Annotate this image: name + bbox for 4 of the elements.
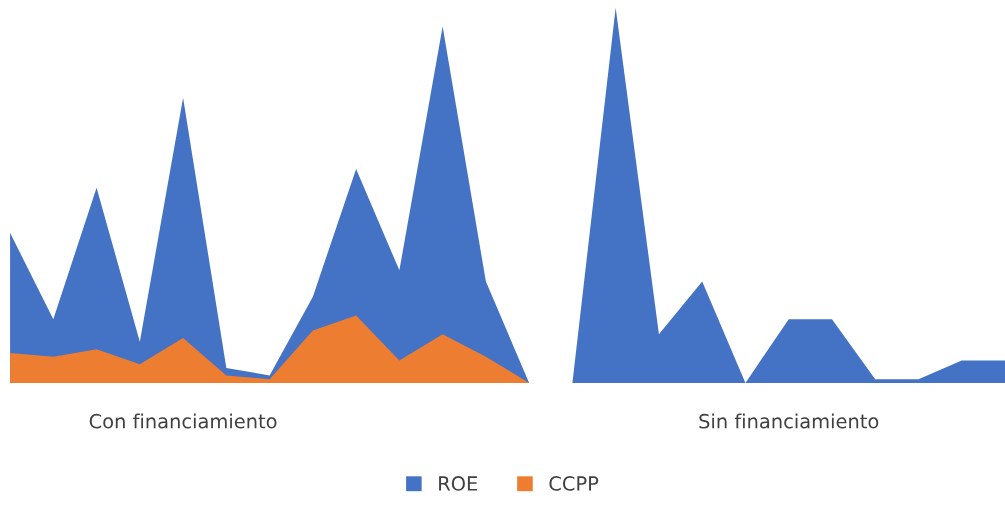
legend-label: CCPP	[549, 476, 599, 491]
x-tick-label: Con financiamiento	[89, 413, 277, 429]
legend-label: ROE	[439, 476, 478, 491]
x-tick-label: Sin financiamiento	[699, 413, 879, 429]
